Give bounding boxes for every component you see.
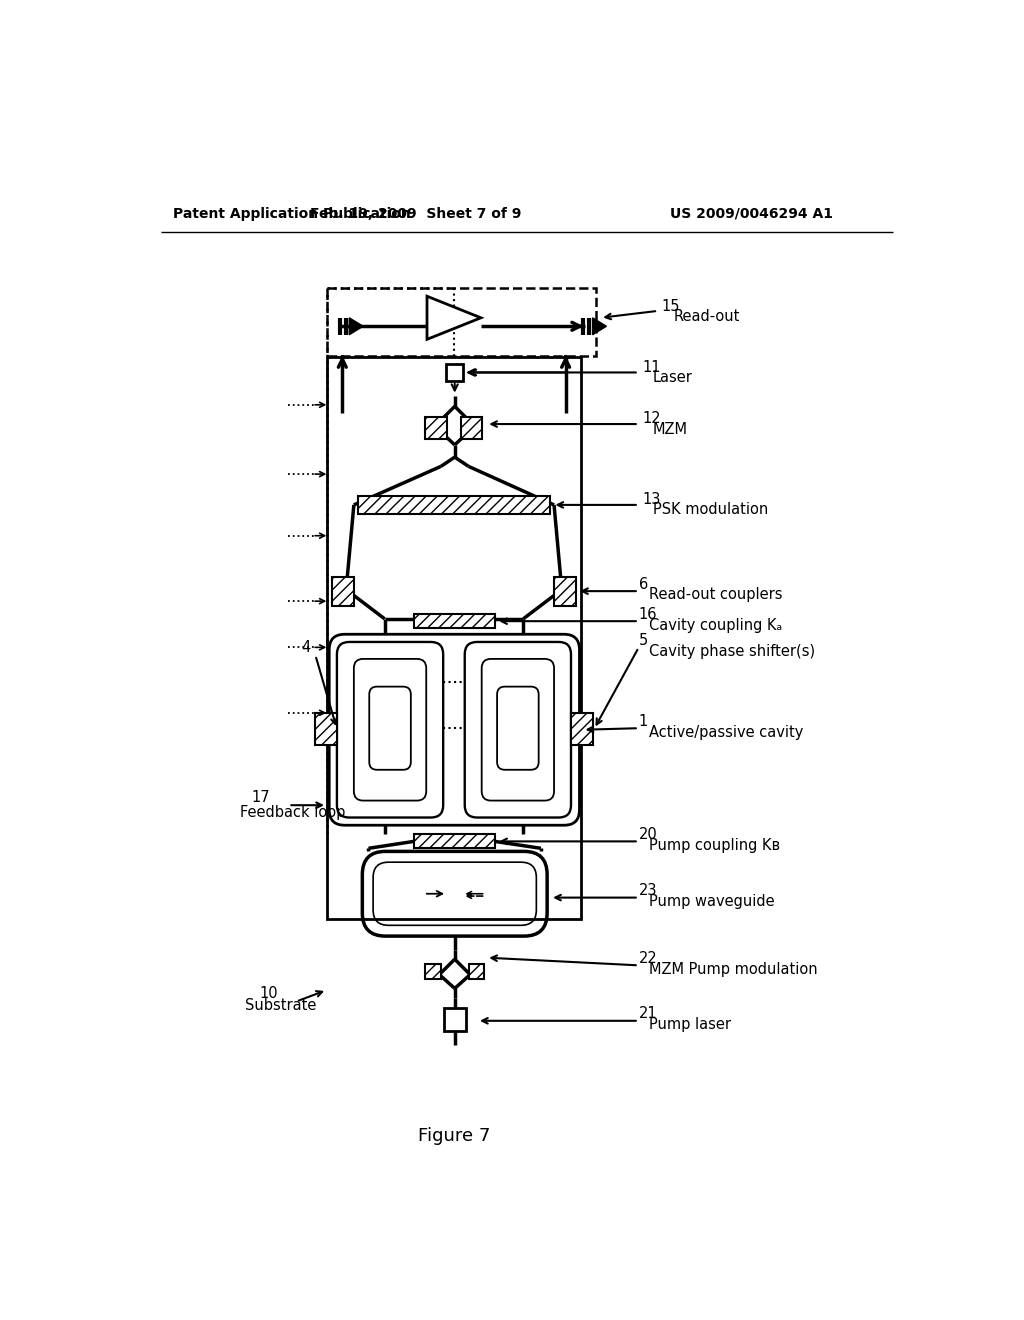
Bar <box>327 358 581 919</box>
Text: PSK modulation: PSK modulation <box>652 502 768 517</box>
Text: 15: 15 <box>662 298 680 314</box>
Text: 12: 12 <box>643 411 662 426</box>
Text: Read-out: Read-out <box>674 309 739 323</box>
Text: 21: 21 <box>639 1006 657 1022</box>
Text: Cavity coupling Kₐ: Cavity coupling Kₐ <box>649 618 782 632</box>
Text: 23: 23 <box>639 883 657 898</box>
Text: 17: 17 <box>252 789 270 805</box>
Text: 22: 22 <box>639 950 657 966</box>
Polygon shape <box>427 296 481 339</box>
Bar <box>414 614 495 628</box>
Bar <box>554 577 575 606</box>
Text: 1: 1 <box>639 714 648 729</box>
Bar <box>425 417 447 438</box>
Text: 6: 6 <box>639 577 648 591</box>
Bar <box>571 713 593 744</box>
Bar <box>333 577 354 606</box>
Bar <box>469 964 484 979</box>
Bar <box>357 496 550 515</box>
Polygon shape <box>349 318 364 335</box>
Bar <box>461 417 482 438</box>
Text: 16: 16 <box>639 607 657 622</box>
Text: Substrate: Substrate <box>245 998 315 1012</box>
Bar <box>315 713 337 744</box>
Text: Feb. 19, 2009  Sheet 7 of 9: Feb. 19, 2009 Sheet 7 of 9 <box>310 207 521 220</box>
Text: US 2009/0046294 A1: US 2009/0046294 A1 <box>670 207 833 220</box>
Bar <box>444 1007 466 1031</box>
Bar <box>414 834 495 849</box>
Bar <box>425 964 441 979</box>
Bar <box>446 364 463 381</box>
Text: 4: 4 <box>301 640 310 655</box>
Text: 20: 20 <box>639 826 657 842</box>
Text: 13: 13 <box>643 492 660 507</box>
Text: MZM Pump modulation: MZM Pump modulation <box>649 962 817 977</box>
Text: Pump coupling Kв: Pump coupling Kв <box>649 838 780 853</box>
Bar <box>327 288 596 355</box>
Text: MZM: MZM <box>652 422 688 437</box>
Text: Pump laser: Pump laser <box>649 1018 731 1032</box>
Text: Feedback loop: Feedback loop <box>240 805 345 821</box>
Text: Pump waveguide: Pump waveguide <box>649 894 774 909</box>
Text: Figure 7: Figure 7 <box>418 1127 490 1146</box>
Text: 10: 10 <box>260 986 279 1002</box>
Text: 5: 5 <box>639 632 648 648</box>
Text: Cavity phase shifter(s): Cavity phase shifter(s) <box>649 644 815 659</box>
Text: 11: 11 <box>643 360 662 375</box>
Text: Active/passive cavity: Active/passive cavity <box>649 725 803 739</box>
Text: Laser: Laser <box>652 371 692 385</box>
Text: Patent Application Publication: Patent Application Publication <box>173 207 411 220</box>
Polygon shape <box>593 318 606 335</box>
Text: Read-out couplers: Read-out couplers <box>649 587 782 602</box>
